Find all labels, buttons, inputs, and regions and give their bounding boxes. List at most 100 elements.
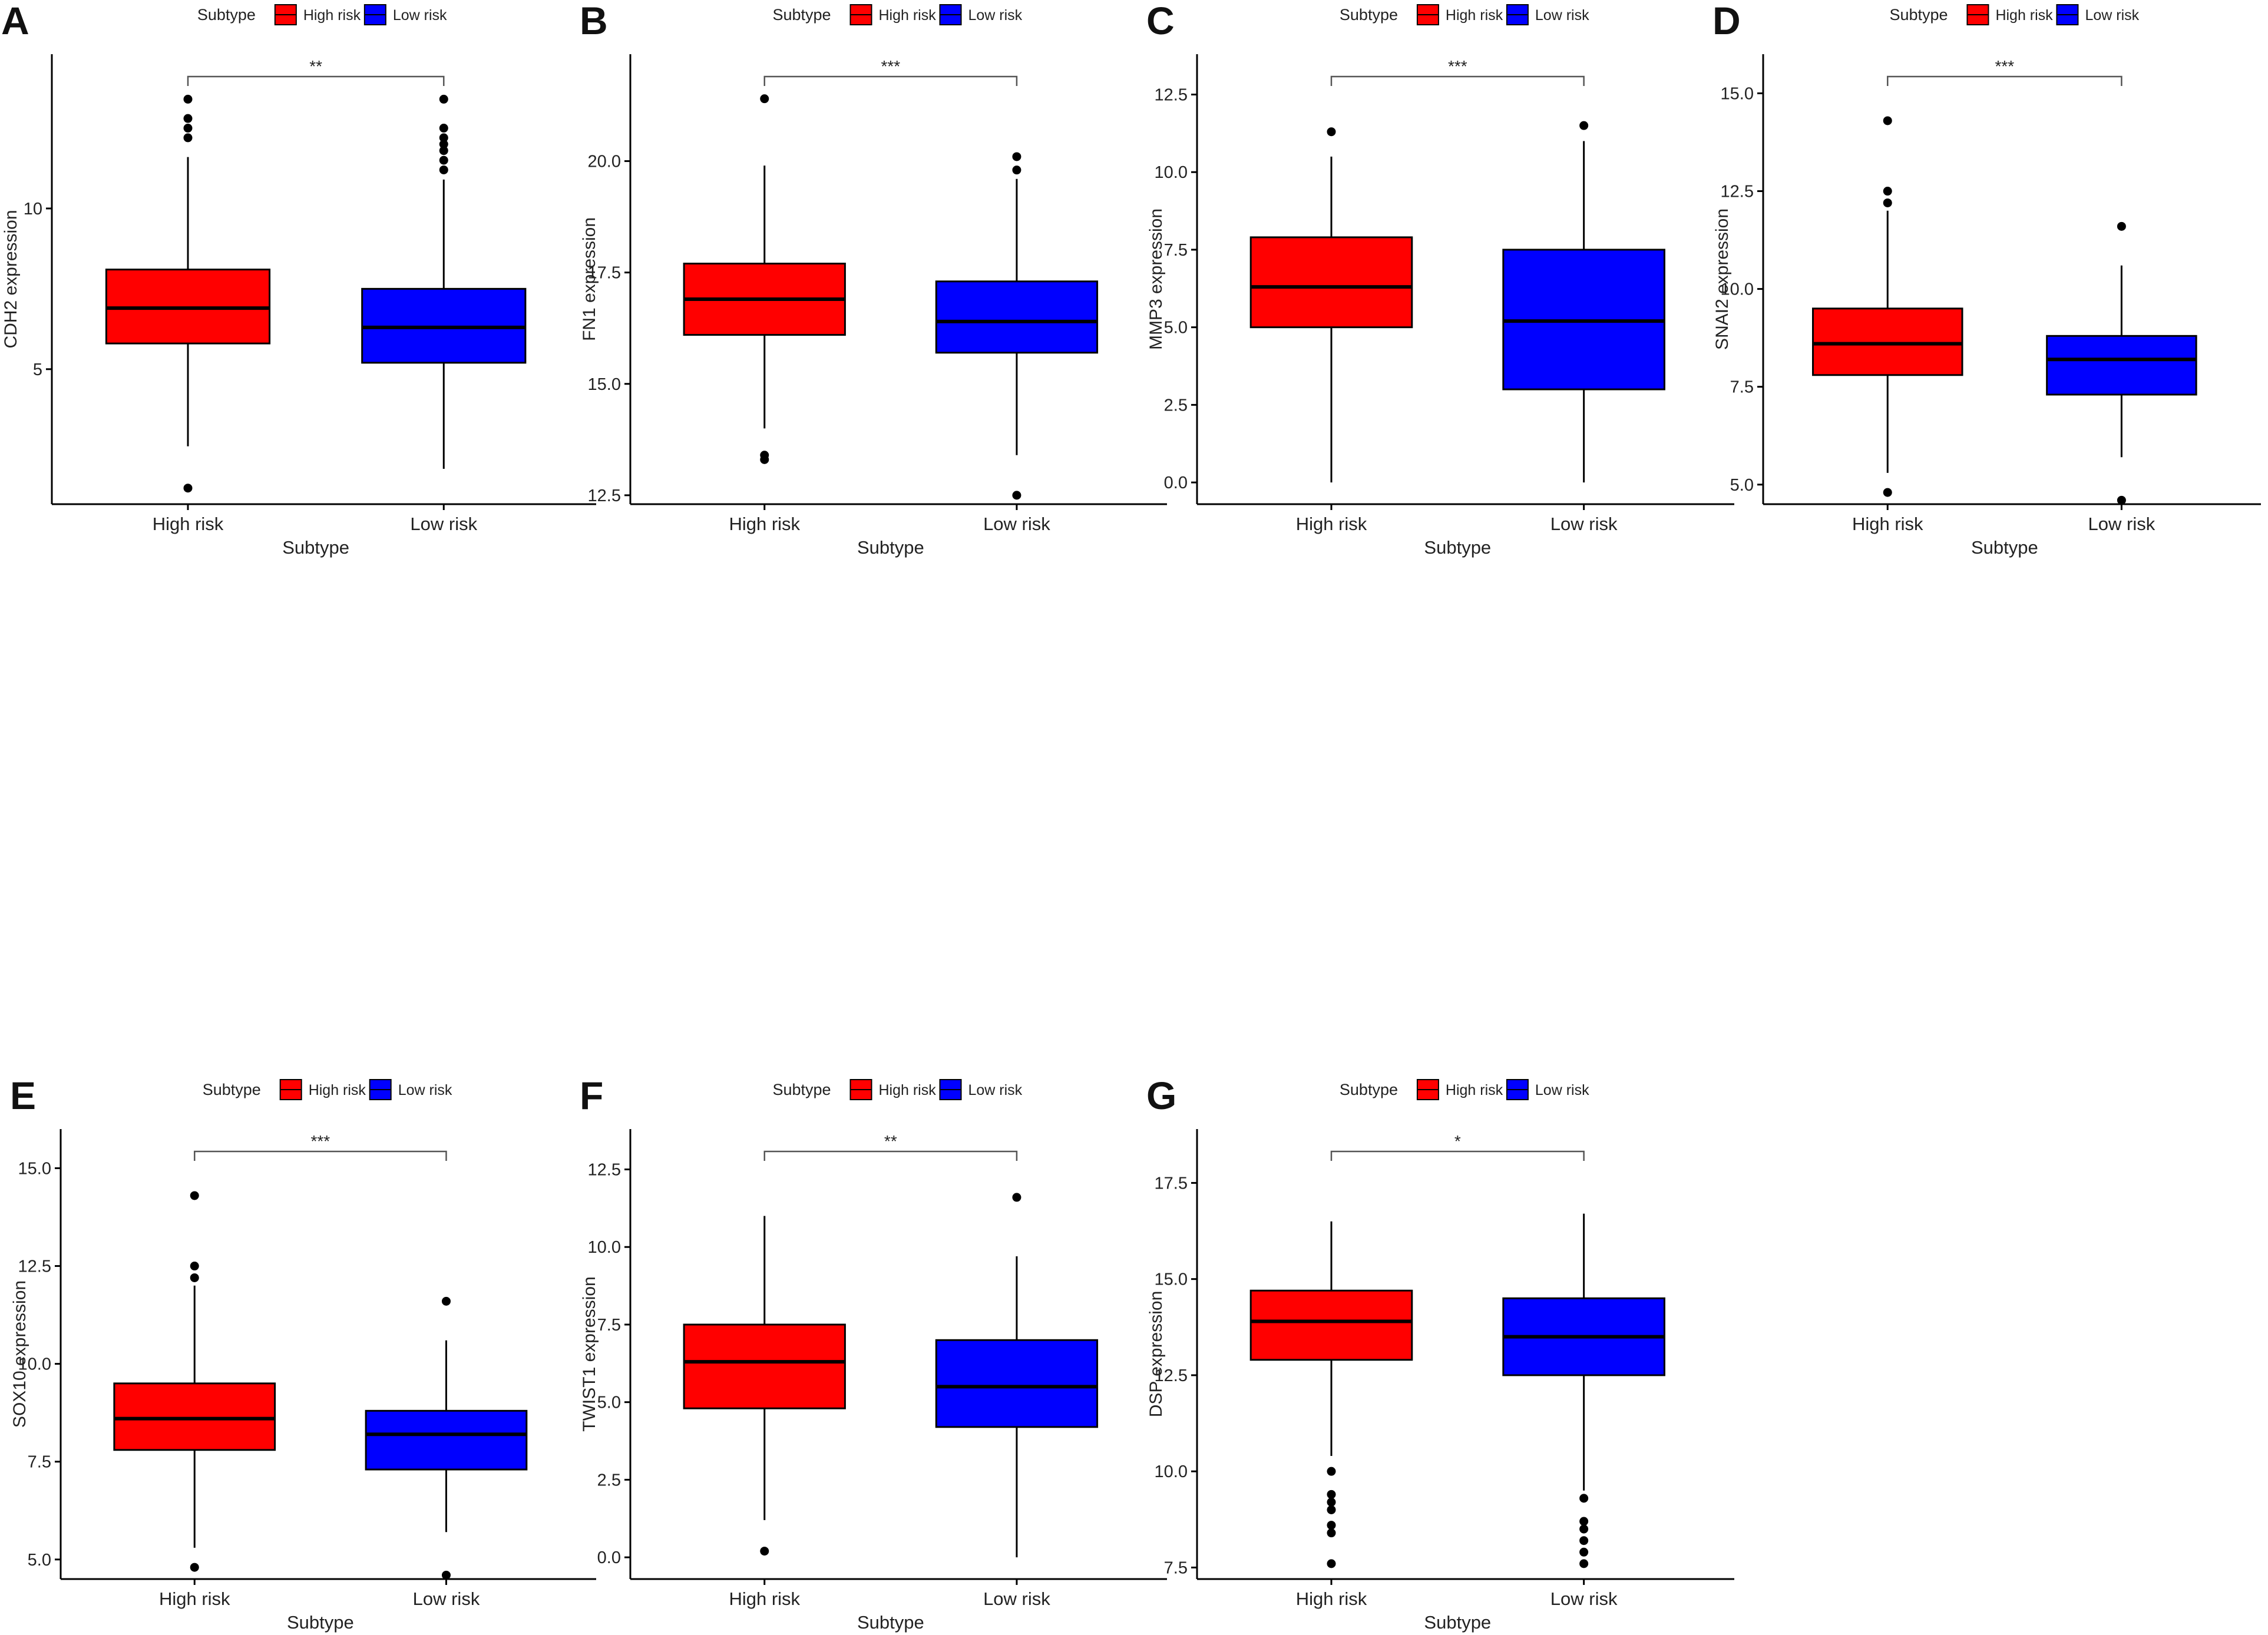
y-tick-label: 5.0 bbox=[28, 1551, 51, 1570]
panel-letter: E bbox=[10, 1074, 36, 1117]
y-axis-label: FN1 expression bbox=[580, 217, 599, 341]
x-tick-label: High risk bbox=[729, 514, 800, 534]
box-low-risk bbox=[1502, 121, 1665, 483]
box-low-risk bbox=[365, 1296, 528, 1580]
box-iqr bbox=[683, 1323, 846, 1409]
outlier-point bbox=[439, 94, 448, 104]
outlier-point bbox=[1579, 1536, 1589, 1545]
outlier-point bbox=[1579, 1547, 1589, 1557]
box-high-risk bbox=[113, 1191, 276, 1572]
x-tick-label: High risk bbox=[729, 1588, 800, 1609]
y-tick-label: 12.5 bbox=[18, 1257, 51, 1276]
y-tick-label: 12.5 bbox=[588, 1160, 621, 1179]
panel-letter: D bbox=[1712, 0, 1741, 42]
box-low-risk bbox=[935, 1193, 1099, 1558]
outlier-point bbox=[1883, 116, 1892, 125]
outlier-point bbox=[441, 1296, 451, 1306]
box-iqr bbox=[1249, 1289, 1413, 1361]
y-tick-label: 17.5 bbox=[1155, 1174, 1188, 1193]
outlier-point bbox=[183, 484, 193, 493]
legend-title: Subtype bbox=[1889, 6, 1948, 24]
box-high-risk bbox=[1249, 1221, 1413, 1568]
panel-f: F Subtype High risk Low risk 0.0 2.5 5.0 7.5 10.… bbox=[580, 1074, 1167, 1633]
legend-label-1: Low risk bbox=[968, 1082, 1023, 1098]
significance-label: *** bbox=[881, 57, 900, 75]
y-tick-label: 2.5 bbox=[1164, 396, 1188, 415]
legend-title: Subtype bbox=[197, 6, 256, 24]
y-tick-label: 5 bbox=[33, 360, 42, 379]
x-tick-label: High risk bbox=[1296, 514, 1367, 534]
outlier-point bbox=[1883, 198, 1892, 207]
x-tick-label: Low risk bbox=[983, 1588, 1050, 1609]
outlier-point bbox=[439, 124, 448, 133]
x-tick-label: Low risk bbox=[1550, 1588, 1618, 1609]
outlier-point bbox=[183, 94, 193, 104]
y-tick-label: 10 bbox=[24, 200, 42, 219]
panel-c: C Subtype High risk Low risk 0.0 2.5 5.0 7.5 10.… bbox=[1146, 0, 1734, 558]
outlier-point bbox=[760, 1547, 769, 1556]
y-tick-label: 10.0 bbox=[1721, 280, 1754, 299]
significance-label: ** bbox=[884, 1132, 897, 1150]
y-tick-label: 5.0 bbox=[1164, 319, 1188, 337]
outlier-point bbox=[1012, 1193, 1021, 1202]
x-axis-label: Subtype bbox=[1424, 1612, 1491, 1633]
outlier-point bbox=[1327, 1528, 1336, 1538]
panel-letter: G bbox=[1146, 1074, 1176, 1117]
outlier-point bbox=[439, 133, 448, 143]
x-tick-label: Low risk bbox=[1550, 514, 1618, 534]
outlier-point bbox=[190, 1191, 199, 1200]
y-tick-label: 10.0 bbox=[18, 1355, 51, 1374]
panel-letter: C bbox=[1146, 0, 1175, 42]
y-tick-label: 7.5 bbox=[1164, 241, 1188, 260]
legend-label-1: Low risk bbox=[968, 7, 1023, 24]
outlier-point bbox=[183, 133, 193, 143]
x-tick-label: High risk bbox=[1296, 1588, 1367, 1609]
outlier-point bbox=[1327, 127, 1336, 137]
legend-label-0: High risk bbox=[1446, 1082, 1503, 1098]
outlier-point bbox=[1012, 491, 1021, 500]
panel-b: B Subtype High risk Low risk 12.5 15.0 17.5 20.… bbox=[580, 0, 1167, 558]
y-tick-label: 12.5 bbox=[1721, 183, 1754, 201]
outlier-point bbox=[1579, 121, 1589, 130]
y-axis-label: CDH2 expression bbox=[1, 210, 21, 348]
x-tick-label: Low risk bbox=[413, 1588, 480, 1609]
outlier-point bbox=[2117, 495, 2126, 505]
outlier-point bbox=[1327, 1497, 1336, 1507]
y-tick-label: 15.0 bbox=[588, 375, 621, 394]
x-tick-label: High risk bbox=[159, 1588, 230, 1609]
outlier-point bbox=[439, 165, 448, 174]
significance-bracket bbox=[763, 75, 1018, 86]
y-tick-label: 12.5 bbox=[588, 486, 621, 505]
x-axis-label: Subtype bbox=[857, 537, 924, 558]
outlier-point bbox=[1327, 1490, 1336, 1499]
outlier-point bbox=[1579, 1494, 1589, 1503]
box-low-risk bbox=[1502, 1213, 1665, 1568]
y-tick-label: 7.5 bbox=[597, 1316, 621, 1335]
significance-label: *** bbox=[1448, 57, 1467, 75]
outlier-point bbox=[1327, 1559, 1336, 1568]
box-low-risk bbox=[935, 152, 1099, 500]
legend-label-0: High risk bbox=[309, 1082, 366, 1098]
legend-title: Subtype bbox=[1340, 6, 1398, 24]
y-tick-label: 7.5 bbox=[28, 1453, 51, 1472]
y-tick-label: 12.5 bbox=[1155, 1366, 1188, 1385]
box-iqr bbox=[935, 280, 1099, 354]
y-axis-label: MMP3 expression bbox=[1146, 208, 1166, 350]
box-iqr bbox=[935, 1339, 1099, 1428]
outlier-point bbox=[760, 451, 769, 460]
y-tick-label: 0.0 bbox=[597, 1548, 621, 1567]
outlier-point bbox=[1579, 1559, 1589, 1568]
box-iqr bbox=[365, 1409, 528, 1471]
y-tick-label: 7.5 bbox=[1730, 378, 1754, 397]
outlier-point bbox=[183, 124, 193, 133]
x-tick-label: High risk bbox=[1852, 514, 1923, 534]
outlier-point bbox=[439, 146, 448, 155]
box-low-risk bbox=[2046, 221, 2197, 505]
y-tick-label: 5.0 bbox=[597, 1394, 621, 1412]
outlier-point bbox=[190, 1273, 199, 1282]
outlier-point bbox=[190, 1563, 199, 1572]
legend-label-0: High risk bbox=[879, 7, 937, 24]
